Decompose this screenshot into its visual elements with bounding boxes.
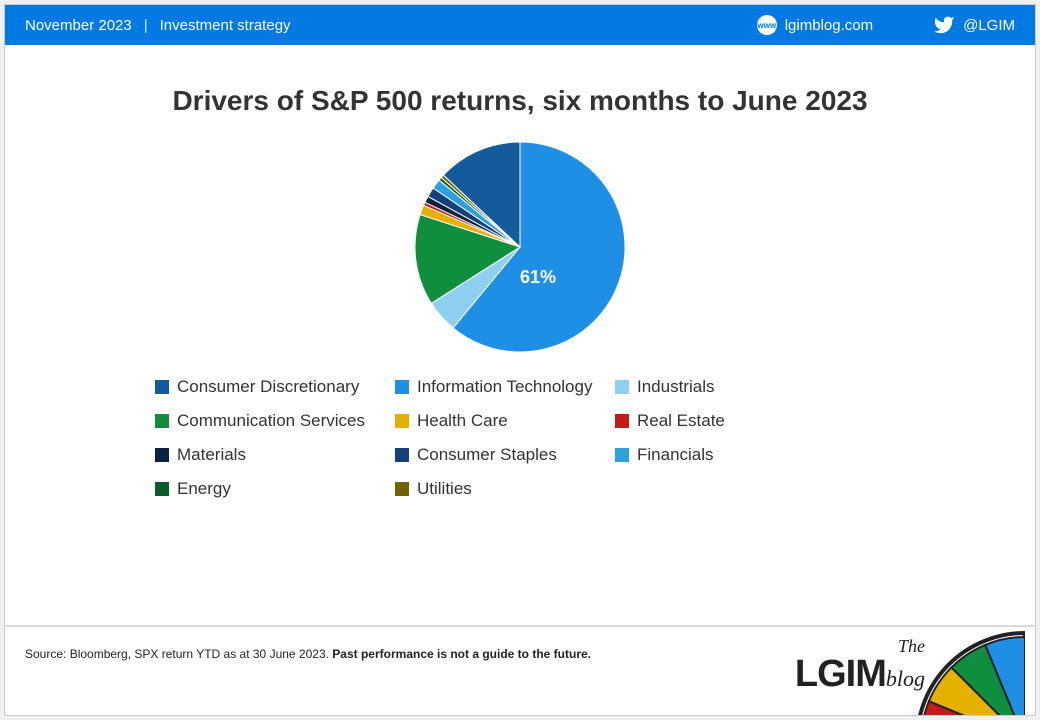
source-text: Source: Bloomberg, SPX return YTD as at … [25,647,332,661]
www-icon: www [757,15,777,35]
legend-item: Industrials [615,377,815,397]
twitter-icon [933,14,955,36]
logo-text: The LGIMblog [795,637,925,693]
legend-swatch [395,414,409,428]
legend-item: Materials [155,445,395,465]
pie-chart: 61% [410,137,630,357]
legend-label: Information Technology [417,377,592,397]
legend-item: Information Technology [395,377,615,397]
header-bar: November 2023 | Investment strategy www … [5,5,1035,45]
legend-item: Communication Services [155,411,395,431]
legend-swatch [155,482,169,496]
legend-swatch [615,380,629,394]
chart-legend: Consumer Discretionary Information Techno… [65,377,975,499]
legend-swatch [395,380,409,394]
legend-swatch [615,448,629,462]
legend-label: Real Estate [637,411,725,431]
header-date: November 2023 [25,17,132,34]
source-citation: Source: Bloomberg, SPX return YTD as at … [25,647,591,661]
legend-item: Energy [155,479,395,499]
legend-label: Energy [177,479,231,499]
legend-swatch [155,448,169,462]
logo-main: LGIM [795,655,886,693]
umbrella-icon [915,631,1025,716]
blog-url-text: lgimblog.com [785,17,873,34]
pie-callout-label: 61% [520,267,556,288]
legend-label: Utilities [417,479,472,499]
legend-swatch [395,482,409,496]
content-area: Drivers of S&P 500 returns, six months t… [5,45,1035,625]
legend-swatch [395,448,409,462]
header-category: Investment strategy [160,17,291,34]
source-disclaimer: Past performance is not a guide to the f… [332,647,591,661]
pie-svg [410,137,630,357]
legend-item: Health Care [395,411,615,431]
lgim-logo: The LGIMblog [715,637,1015,716]
legend-swatch [155,380,169,394]
legend-swatch [155,414,169,428]
legend-item: Consumer Discretionary [155,377,395,397]
legend-item: Real Estate [615,411,815,431]
pie-chart-container: 61% [65,137,975,357]
legend-item: Utilities [395,479,615,499]
legend-label: Industrials [637,377,714,397]
legend-item: Consumer Staples [395,445,615,465]
legend-label: Health Care [417,411,508,431]
legend-item: Financials [615,445,815,465]
legend-swatch [615,414,629,428]
legend-label: Materials [177,445,246,465]
header-separator: | [144,17,148,34]
legend-label: Communication Services [177,411,365,431]
footer-bar: Source: Bloomberg, SPX return YTD as at … [5,625,1035,715]
legend-label: Financials [637,445,714,465]
legend-label: Consumer Discretionary [177,377,359,397]
legend-label: Consumer Staples [417,445,557,465]
twitter-handle-text: @LGIM [963,17,1015,34]
blog-link[interactable]: www lgimblog.com [757,15,873,35]
twitter-link[interactable]: @LGIM [933,14,1015,36]
slide-container: November 2023 | Investment strategy www … [4,4,1036,716]
chart-title: Drivers of S&P 500 returns, six months t… [65,85,975,117]
